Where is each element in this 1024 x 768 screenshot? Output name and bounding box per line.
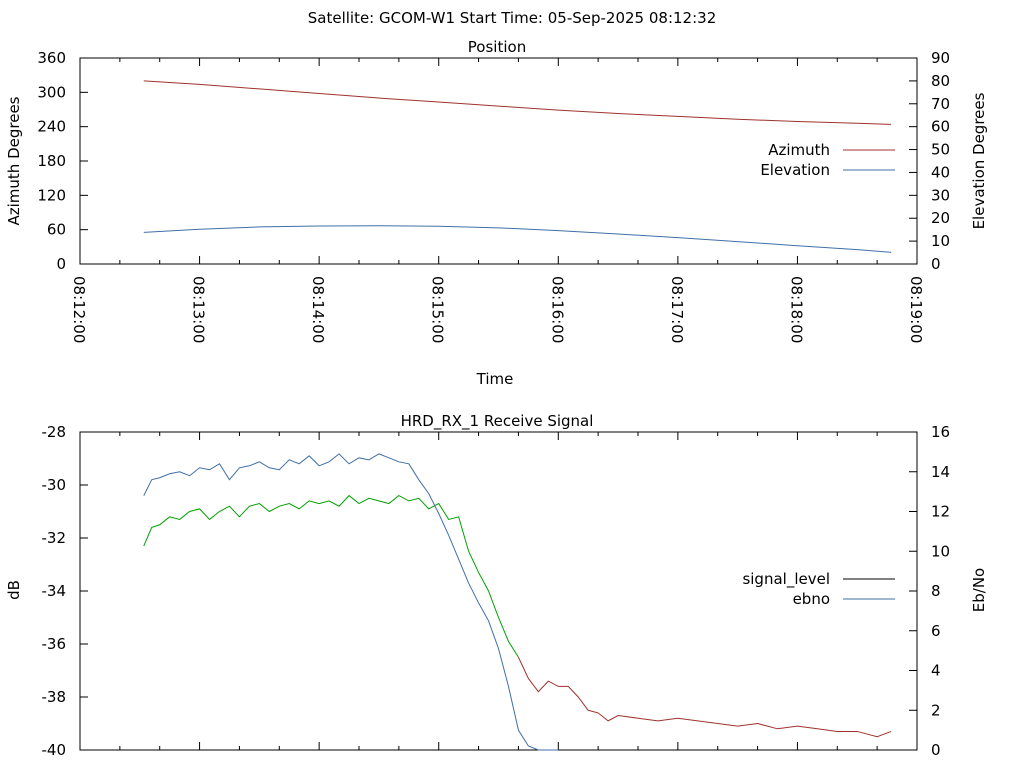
series-line-Azimuth bbox=[143, 80, 892, 125]
y-tick-label: 360 bbox=[37, 49, 66, 67]
signal-plot-frame bbox=[79, 431, 918, 751]
y2-tick-label: 70 bbox=[931, 95, 950, 113]
y2-tick-label: 40 bbox=[931, 163, 950, 181]
x-tick-label: 08:12:00 bbox=[70, 276, 88, 343]
y2-tick-label: 8 bbox=[931, 582, 941, 600]
y2-tick-label: 50 bbox=[931, 141, 950, 159]
y-tick-label: 300 bbox=[37, 83, 66, 101]
y-tick-label: -28 bbox=[42, 423, 67, 441]
x-tick-label: 08:18:00 bbox=[787, 276, 805, 343]
signal-ylabel: dB bbox=[5, 580, 23, 600]
position-chart: Position Azimuth Degrees Elevation Degre… bbox=[5, 38, 988, 388]
y2-tick-label: 16 bbox=[931, 423, 950, 441]
series-line-ebno bbox=[143, 453, 559, 751]
x-tick-label: 08:13:00 bbox=[190, 276, 208, 343]
y2-tick-label: 30 bbox=[931, 186, 950, 204]
legend-label-Azimuth: Azimuth bbox=[768, 141, 830, 159]
y-tick-label: -34 bbox=[42, 582, 67, 600]
position-y2label: Elevation Degrees bbox=[970, 92, 988, 229]
position-ylabel: Azimuth Degrees bbox=[5, 96, 23, 225]
y-tick-label: 60 bbox=[47, 221, 66, 239]
position-chart-title: Position bbox=[468, 38, 526, 56]
y2-tick-label: 60 bbox=[931, 118, 950, 136]
series-line-Elevation bbox=[143, 225, 892, 253]
y-tick-label: -40 bbox=[42, 741, 67, 759]
y2-tick-label: 0 bbox=[931, 741, 941, 759]
y-tick-label: 180 bbox=[37, 152, 66, 170]
position-xlabel: Time bbox=[476, 370, 514, 388]
y2-tick-label: 90 bbox=[931, 49, 950, 67]
y2-tick-label: 10 bbox=[931, 232, 950, 250]
y2-tick-label: 12 bbox=[931, 503, 950, 521]
y2-tick-label: 2 bbox=[931, 701, 941, 719]
receive-signal-chart: HRD_RX_1 Receive Signal dB Eb/No -40 -38 -… bbox=[5, 412, 988, 759]
y-tick-label: 0 bbox=[56, 255, 66, 273]
y2-tick-label: 14 bbox=[931, 463, 950, 481]
x-tick-label: 08:17:00 bbox=[668, 276, 686, 343]
y-tick-label: -32 bbox=[42, 529, 67, 547]
y-tick-label: -36 bbox=[42, 635, 67, 653]
series-line-signal_level-highlight bbox=[143, 494, 519, 658]
y2-tick-label: 80 bbox=[931, 72, 950, 90]
signal-y2label: Eb/No bbox=[970, 568, 988, 612]
x-tick-label: 08:16:00 bbox=[548, 276, 566, 343]
y2-tick-label: 20 bbox=[931, 209, 950, 227]
y2-tick-label: 10 bbox=[931, 542, 950, 560]
y-tick-label: 120 bbox=[37, 186, 66, 204]
x-tick-label: 08:19:00 bbox=[907, 276, 925, 343]
legend-label-ebno: ebno bbox=[793, 590, 830, 608]
y2-tick-label: 6 bbox=[931, 622, 941, 640]
y-tick-label: -38 bbox=[42, 688, 67, 706]
y2-tick-label: 4 bbox=[931, 662, 941, 680]
y2-tick-label: 0 bbox=[931, 255, 941, 273]
y-tick-label: 240 bbox=[37, 118, 66, 136]
legend-label-signal_level: signal_level bbox=[742, 570, 830, 589]
x-tick-label: 08:15:00 bbox=[429, 276, 447, 343]
series-line-signal_level bbox=[517, 657, 892, 738]
x-tick-label: 08:14:00 bbox=[309, 276, 327, 343]
y-tick-label: -30 bbox=[42, 476, 67, 494]
position-legend: Azimuth Elevation bbox=[760, 141, 895, 179]
signal-chart-title: HRD_RX_1 Receive Signal bbox=[401, 412, 594, 431]
header-title: Satellite: GCOM-W1 Start Time: 05-Sep-20… bbox=[308, 9, 717, 27]
legend-label-Elevation: Elevation bbox=[760, 161, 830, 179]
